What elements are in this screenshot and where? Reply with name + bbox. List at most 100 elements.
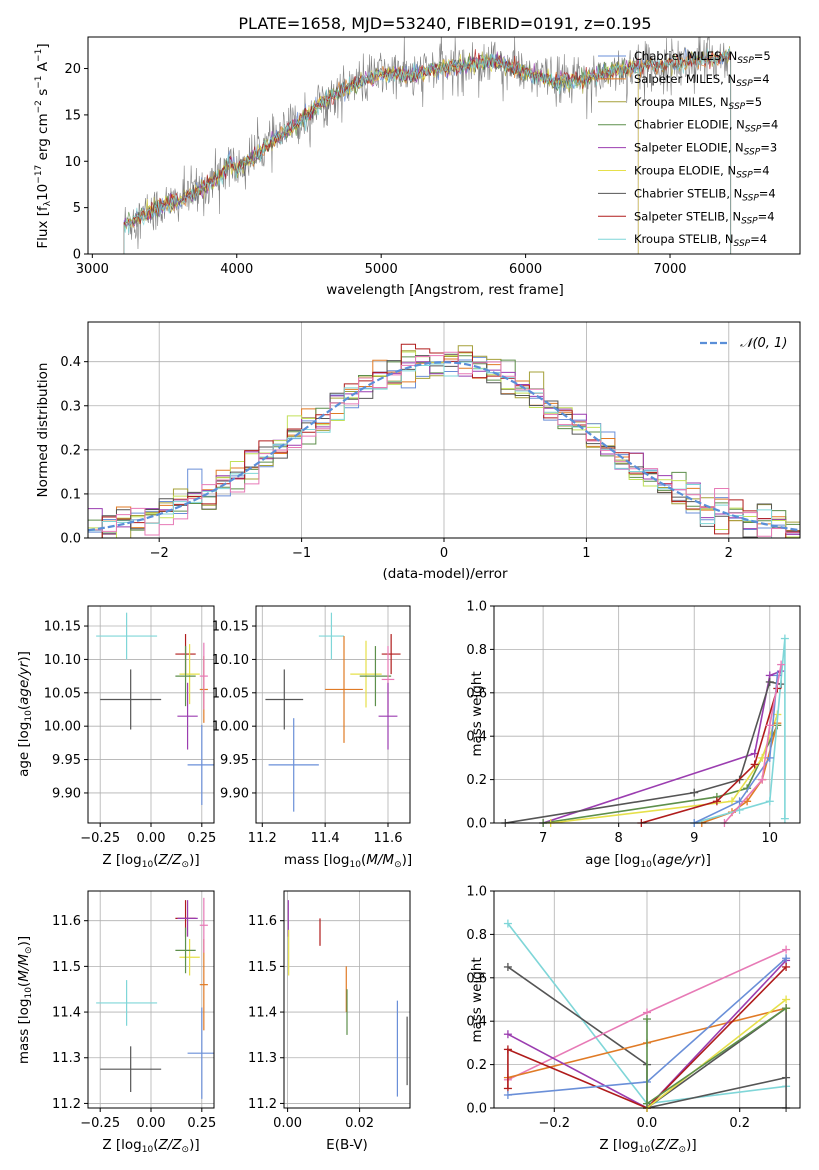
y-tick-label: 0.6	[466, 686, 487, 701]
x-tick-label: 11.6	[374, 831, 403, 846]
y-tick-label: 10	[64, 155, 81, 170]
x-tick-label: 11.4	[311, 831, 340, 846]
x-tick-label: −0.25	[80, 1116, 120, 1131]
y-tick-label: 10.15	[44, 620, 81, 635]
legend-label: Chabrier MILES, NSSP=5	[634, 49, 771, 66]
mass-weight-vs-age-xlabel: age [log10(age/yr)]	[585, 852, 711, 870]
mass-vs-ebv-xlabel: E(B-V)	[326, 1137, 368, 1153]
y-tick-label: 0.2	[466, 1058, 487, 1073]
spectrum-ylabel: Flux [fλ10−17 erg cm−2 s−1 A−1]	[34, 43, 53, 248]
spectrum-axes-frame	[87, 36, 801, 255]
y-tick-label: 0.6	[466, 971, 487, 986]
mass-weight-vs-z-axes-frame	[493, 890, 801, 1109]
y-tick-label: 9.95	[52, 753, 81, 768]
histogram-panel: −2 −1 0 1 2 0.0 0.1 0.2 0.3 0.4 (data-model)/erro…	[35, 321, 801, 582]
y-tick-label: 0.4	[60, 355, 81, 370]
y-tick-label: 15	[64, 108, 81, 123]
histogram-plot: −2 −1 0 1 2 0.0 0.1 0.2 0.3 0.4	[60, 322, 801, 561]
mass-weight-vs-Z-plot: −0.2 0.0 0.2 0.0 0.2 0.4 0.6 0.8 1.0	[466, 885, 800, 1131]
y-tick-label: 5	[73, 201, 81, 216]
x-tick-label: 6000	[509, 262, 542, 277]
y-tick-label: 0.8	[466, 643, 487, 658]
y-tick-label: 0.0	[60, 532, 81, 547]
y-tick-label: 11.2	[248, 1097, 277, 1112]
y-tick-label: 11.6	[248, 914, 277, 929]
mass-weight-series-line	[507, 959, 787, 1108]
y-tick-label: 11.5	[248, 960, 277, 975]
spectrum-panel: PLATE=1658, MJD=53240, FIBERID=0191, z=0…	[34, 14, 801, 298]
y-tick-label: 11.4	[248, 1006, 277, 1021]
age-vs-mass-xlabel: mass [log10(M/M⊙)]	[284, 852, 412, 870]
x-tick-label: 0.00	[273, 1116, 302, 1131]
x-tick-label: 0.25	[187, 831, 216, 846]
mass-weight-vs-age-ylabel: mass weight	[469, 671, 485, 756]
histogram-axes-frame	[87, 321, 801, 539]
y-tick-label: 11.6	[52, 914, 81, 929]
y-tick-label: 0.4	[466, 1015, 487, 1030]
y-tick-label: 0.4	[466, 730, 487, 745]
spectrum-plot: 3000 4000 5000 6000 7000 0 5 10 15 20	[64, 37, 732, 277]
legend-label: Kroupa ELODIE, NSSP=4	[634, 164, 770, 181]
mass-vs-z-ylabel: mass [log10(M/M⊙)]	[16, 936, 34, 1064]
y-tick-label: 11.5	[52, 960, 81, 975]
y-tick-label: 10.05	[44, 686, 81, 701]
mass-vs-Z-plot: −0.25 0.00 0.25 11.2 11.3 11.4 11.5 11.6	[52, 891, 216, 1131]
y-tick-label: 11.3	[52, 1051, 81, 1066]
mass-vs-z-axes-frame	[87, 890, 215, 1109]
spectrum-legend: Chabrier MILES, NSSP=5 Salpeter MILES, NS…	[598, 49, 778, 249]
mass-weight-vs-age-panel: 7 8 9 10 0.0 0.2 0.4 0.6 0.8 1.0 age [log10(age/y…	[466, 600, 801, 870]
legend-label: Kroupa STELIB, NSSP=4	[634, 232, 767, 249]
age-vs-z-ylabel: age [log10(age/yr)]	[16, 651, 34, 777]
y-tick-label: 11.4	[52, 1006, 81, 1021]
spectrum-xlabel: wavelength [Angstrom, rest frame]	[326, 282, 564, 298]
histogram-series	[88, 343, 800, 538]
x-tick-label: 0.25	[187, 1116, 216, 1131]
legend-label: Salpeter ELODIE, NSSP=3	[634, 141, 777, 158]
age-vs-Z-plot: −0.25 0.00 0.25 9.90 9.95 10.00 10.05 10.10 10.1…	[44, 606, 216, 846]
y-tick-label: 10.10	[44, 653, 81, 668]
y-tick-label: 20	[64, 62, 81, 77]
age-vs-z-xlabel: Z [log10(Z/Z⊙)]	[102, 852, 199, 870]
y-tick-label: 11.3	[248, 1051, 277, 1066]
x-tick-label: 8	[615, 831, 623, 846]
mass-weight-series-line	[542, 670, 782, 823]
y-tick-label: 9.90	[220, 786, 249, 801]
legend-label: Salpeter STELIB, NSSP=4	[634, 209, 775, 226]
spectrum-title: PLATE=1658, MJD=53240, FIBERID=0191, z=0…	[238, 14, 651, 33]
y-tick-label: 0.8	[466, 928, 487, 943]
x-tick-label: 5000	[365, 262, 398, 277]
y-tick-label: 11.2	[52, 1097, 81, 1112]
mass-vs-ebv-axes-frame	[283, 890, 411, 1109]
x-tick-label: 9	[690, 831, 698, 846]
x-tick-label: 0.00	[137, 831, 166, 846]
mass-weight-series-line	[641, 688, 779, 823]
mass-weight-series-line	[693, 675, 779, 823]
y-tick-label: 0.3	[60, 399, 81, 414]
histogram-ylabel: Normed distribution	[35, 363, 51, 498]
x-tick-label: −2	[150, 546, 169, 561]
x-tick-label: 7	[539, 831, 547, 846]
model-spectrum-line	[123, 47, 732, 254]
x-tick-label: −1	[292, 546, 311, 561]
y-tick-label: 1.0	[466, 885, 487, 900]
mass-vs-ebv-plot: 0.00 0.02 11.2 11.3 11.4 11.5 11.6	[248, 891, 410, 1131]
age-vs-mass-plot: 11.2 11.4 11.6 9.90 9.95 10.00 10.05 10.10 10.15	[212, 606, 410, 846]
y-tick-label: 0.2	[466, 773, 487, 788]
normal-curve	[87, 361, 801, 532]
y-tick-label: 10.15	[212, 620, 249, 635]
age-vs-z-panel: −0.25 0.00 0.25 9.90 9.95 10.00 10.05 10.10 10.1…	[16, 605, 216, 870]
mass-weight-vs-z-panel: −0.2 0.0 0.2 0.0 0.2 0.4 0.6 0.8 1.0 Z [log10(Z/…	[466, 885, 801, 1155]
age-vs-mass-panel: 11.2 11.4 11.6 9.90 9.95 10.00 10.05 10.10 10.15…	[212, 605, 412, 870]
mass-weight-vs-z-ylabel: mass weight	[469, 957, 485, 1042]
mass-weight-vs-age-axes-frame	[493, 605, 801, 824]
y-tick-label: 9.90	[52, 786, 81, 801]
legend-label: Kroupa MILES, NSSP=5	[634, 95, 762, 112]
histogram-xlabel: (data-model)/error	[382, 566, 508, 582]
y-tick-label: 9.95	[220, 753, 249, 768]
y-tick-label: 0.0	[466, 817, 487, 832]
x-tick-label: 7000	[653, 262, 686, 277]
x-tick-label: 4000	[220, 262, 253, 277]
y-tick-label: 10.10	[212, 653, 249, 668]
y-tick-label: 1.0	[466, 600, 487, 615]
mass-weight-series-line	[507, 966, 787, 1108]
